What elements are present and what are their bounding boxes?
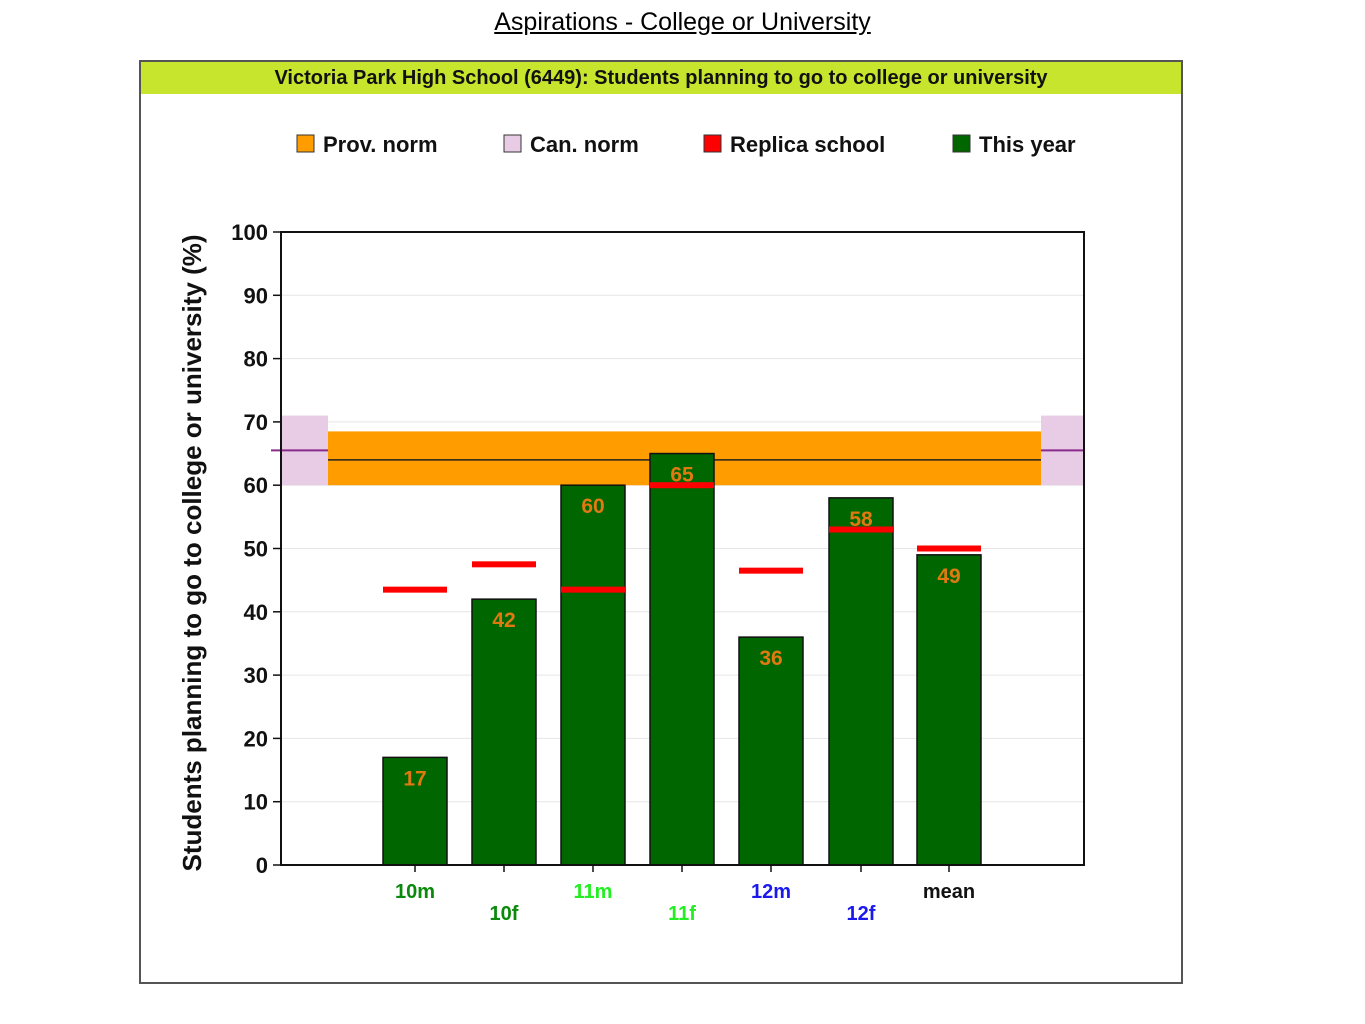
legend-label-0: Prov. norm — [323, 132, 438, 157]
y-tick-label-70: 70 — [244, 410, 268, 435]
legend: Prov. norm Can. norm Replica school This ye… — [296, 132, 1076, 157]
value-label-10m: 17 — [403, 767, 426, 790]
chart-title-banner: Victoria Park High School (6449): Studen… — [141, 62, 1181, 94]
legend-swatch-3 — [952, 134, 971, 153]
replica-marker-12m — [739, 567, 803, 574]
x-label-11m: 11m — [574, 881, 613, 903]
x-label-12f: 12f — [847, 903, 876, 925]
x-label-mean: mean — [923, 881, 975, 903]
bar-mean — [916, 554, 982, 866]
y-tick-label-0: 0 — [256, 853, 268, 878]
x-label-11f: 11f — [668, 903, 696, 925]
y-tick-label-20: 20 — [244, 726, 268, 751]
bar-10f — [471, 598, 537, 866]
y-tick-label-40: 40 — [244, 600, 268, 625]
value-label-mean: 49 — [937, 565, 960, 588]
replica-marker-10f — [472, 561, 536, 568]
legend-swatch-2 — [703, 134, 722, 153]
legend-swatch-1 — [503, 134, 522, 153]
replica-marker-11f — [650, 482, 714, 489]
legend-label-2: Replica school — [730, 132, 885, 157]
bars — [382, 452, 982, 866]
y-tick-label-10: 10 — [244, 790, 268, 815]
replica-marker-12f — [829, 526, 893, 533]
replica-markers — [383, 482, 981, 593]
y-tick-label-90: 90 — [244, 283, 268, 308]
bar-12m — [738, 636, 804, 866]
x-label-12m: 12m — [751, 881, 791, 903]
y-tick-label-80: 80 — [244, 347, 268, 372]
replica-marker-mean — [917, 545, 981, 552]
replica-marker-10m — [383, 586, 447, 593]
value-label-12m: 36 — [759, 647, 782, 670]
bar-10m — [382, 756, 448, 866]
value-labels: 17 42 60 65 36 58 49 — [403, 464, 960, 791]
value-label-10f: 42 — [492, 609, 515, 632]
y-tick-label-100: 100 — [231, 220, 268, 245]
legend-swatch-0 — [296, 134, 315, 153]
bar-12f — [828, 497, 894, 866]
value-label-11m: 60 — [581, 495, 604, 518]
value-label-12f: 58 — [849, 508, 873, 531]
x-category-labels: 10m 10f 11m 11f 12m 12f mean — [395, 865, 975, 925]
y-tick-label-50: 50 — [244, 537, 268, 562]
legend-label-1: Can. norm — [530, 132, 639, 157]
y-tick-labels: 0 10 20 30 40 50 60 70 80 90 100 — [231, 220, 281, 878]
page-title: Aspirations - College or University — [494, 8, 871, 36]
y-tick-label-30: 30 — [244, 663, 268, 688]
y-axis-label: Students planning to go to college or un… — [177, 234, 207, 871]
x-label-10m: 10m — [395, 881, 435, 903]
legend-label-3: This year — [979, 132, 1076, 157]
bar-11m — [560, 484, 626, 866]
bar-11f — [649, 452, 715, 866]
y-tick-label-60: 60 — [244, 473, 268, 498]
replica-marker-11m — [561, 586, 625, 593]
x-label-10f: 10f — [490, 903, 519, 925]
value-label-11f: 65 — [670, 464, 694, 487]
